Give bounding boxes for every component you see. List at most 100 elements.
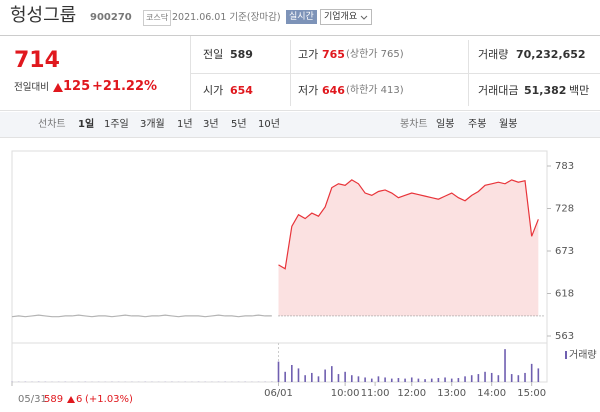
plot-frame <box>11 150 548 383</box>
candle-chart-label: 봉차트 <box>400 119 428 130</box>
volume-bar <box>297 368 300 382</box>
stat-value: 654 <box>230 84 253 97</box>
period-tab[interactable]: 1년 <box>177 119 193 130</box>
stat-unit: 백만 <box>569 84 590 97</box>
stat-note: (하한가 413) <box>346 85 404 96</box>
stat-label: 저가 <box>298 84 319 97</box>
volume-bar <box>524 372 526 382</box>
price-line <box>278 179 539 270</box>
y-tick-label: 563 <box>555 331 574 342</box>
volume-bar <box>497 375 500 382</box>
volume-bar <box>484 371 486 382</box>
volume-bar <box>437 378 440 382</box>
period-tab[interactable]: 1주일 <box>104 119 129 130</box>
stat-value: 51,382 <box>524 84 567 97</box>
volume-bar <box>450 378 453 382</box>
company-info-label: 기업개요 <box>324 12 358 22</box>
x-tick-label: 06/01 <box>264 388 293 399</box>
volume-bar <box>470 375 473 382</box>
candle-tab[interactable]: 주봉 <box>468 119 487 130</box>
x-tick-label: 13:00 <box>437 388 466 399</box>
stat-label: 전일 <box>203 48 224 61</box>
legend-label: 거래량 <box>569 349 597 361</box>
period-tab[interactable]: 3개월 <box>140 119 165 130</box>
period-tab[interactable]: 10년 <box>258 119 280 130</box>
volume-bar <box>417 378 420 382</box>
volume-bar <box>537 368 540 382</box>
stock-name: 헝성그룹 <box>10 5 77 26</box>
period-tab[interactable]: 5년 <box>231 119 247 130</box>
volume-bar <box>317 376 320 382</box>
stat-value: 589 <box>230 48 253 61</box>
stock-code: 900270 <box>90 12 132 23</box>
stat-value: 765 <box>322 48 345 61</box>
chevron <box>360 15 368 20</box>
volume-bar <box>377 376 380 382</box>
volume-bar <box>370 378 373 382</box>
date: 2021.06.01 기준(장마감) <box>172 12 281 23</box>
footer-change: 6 <box>76 394 83 405</box>
volume-bar <box>397 378 400 382</box>
stat-value: 646 <box>322 84 345 97</box>
volume-bar <box>410 377 413 382</box>
volume-bar <box>277 361 280 382</box>
divider <box>0 110 600 111</box>
volume-bar <box>344 371 346 382</box>
period-tab[interactable]: 1일 <box>78 119 95 130</box>
volume-bar <box>464 376 466 382</box>
realtime-button[interactable]: 실시간 <box>286 10 317 24</box>
stat-label: 거래대금 <box>478 84 519 97</box>
volume-bar <box>510 374 513 382</box>
x-tick-label: 11:00 <box>361 388 390 399</box>
y-tick-label: 728 <box>555 204 574 215</box>
volume-bar <box>350 375 353 382</box>
volume-bar <box>530 363 533 382</box>
stat-note: (상한가 765) <box>346 49 404 60</box>
stat-label: 거래량 <box>478 48 509 61</box>
volume-bar <box>357 376 360 382</box>
price: 714 <box>14 48 60 73</box>
divider <box>190 36 191 110</box>
volume-bar <box>504 349 506 382</box>
stat-value: 70,232,652 <box>516 48 586 61</box>
stat-label: 시가 <box>203 84 224 97</box>
y-tick-label: 673 <box>555 246 574 257</box>
volume-bar <box>324 369 326 382</box>
volume-bar <box>384 377 386 382</box>
volume-bar <box>490 372 493 382</box>
footer-price: 589 <box>44 394 64 405</box>
x-tick-label: 14:00 <box>477 388 506 399</box>
y-tick-label: 783 <box>555 161 574 172</box>
change: 125 <box>63 79 91 94</box>
price-line <box>11 314 272 318</box>
volume-bar <box>444 377 446 382</box>
x-tick-label: 12:00 <box>397 388 426 399</box>
volume-bar <box>311 372 313 382</box>
change-pct: +21.22% <box>92 79 158 94</box>
candle-tab[interactable]: 일봉 <box>436 119 455 130</box>
volume-bar <box>430 378 433 382</box>
y-tick-label: 618 <box>555 289 574 300</box>
volume-bar <box>477 374 480 382</box>
footer-change-pct: (+1.03%) <box>85 394 133 405</box>
company-info-button[interactable]: 기업개요 <box>320 9 373 25</box>
volume-bar <box>457 378 460 382</box>
x-tick-label: 15:00 <box>517 388 546 399</box>
change-label: 전일대비 <box>14 82 49 93</box>
up-arrow <box>53 83 63 92</box>
tab-bar: 선차트 1일 1주일 3개월 1년 3년 5년 10년 봉차트 일봉 주봉 월봉 <box>0 112 600 138</box>
volume-bar <box>331 366 333 382</box>
price-area <box>278 179 539 316</box>
line-chart-label: 선차트 <box>38 119 66 130</box>
candle-tab[interactable]: 월봉 <box>499 119 518 130</box>
stat-label: 고가 <box>298 48 319 61</box>
divider <box>0 35 600 36</box>
volume-bar <box>364 377 366 382</box>
period-tab[interactable]: 3년 <box>203 119 219 130</box>
market-badge: 코스닥 <box>143 10 172 26</box>
volume-bar <box>337 374 340 382</box>
volume-bar <box>404 378 406 382</box>
volume-bar <box>390 378 393 382</box>
